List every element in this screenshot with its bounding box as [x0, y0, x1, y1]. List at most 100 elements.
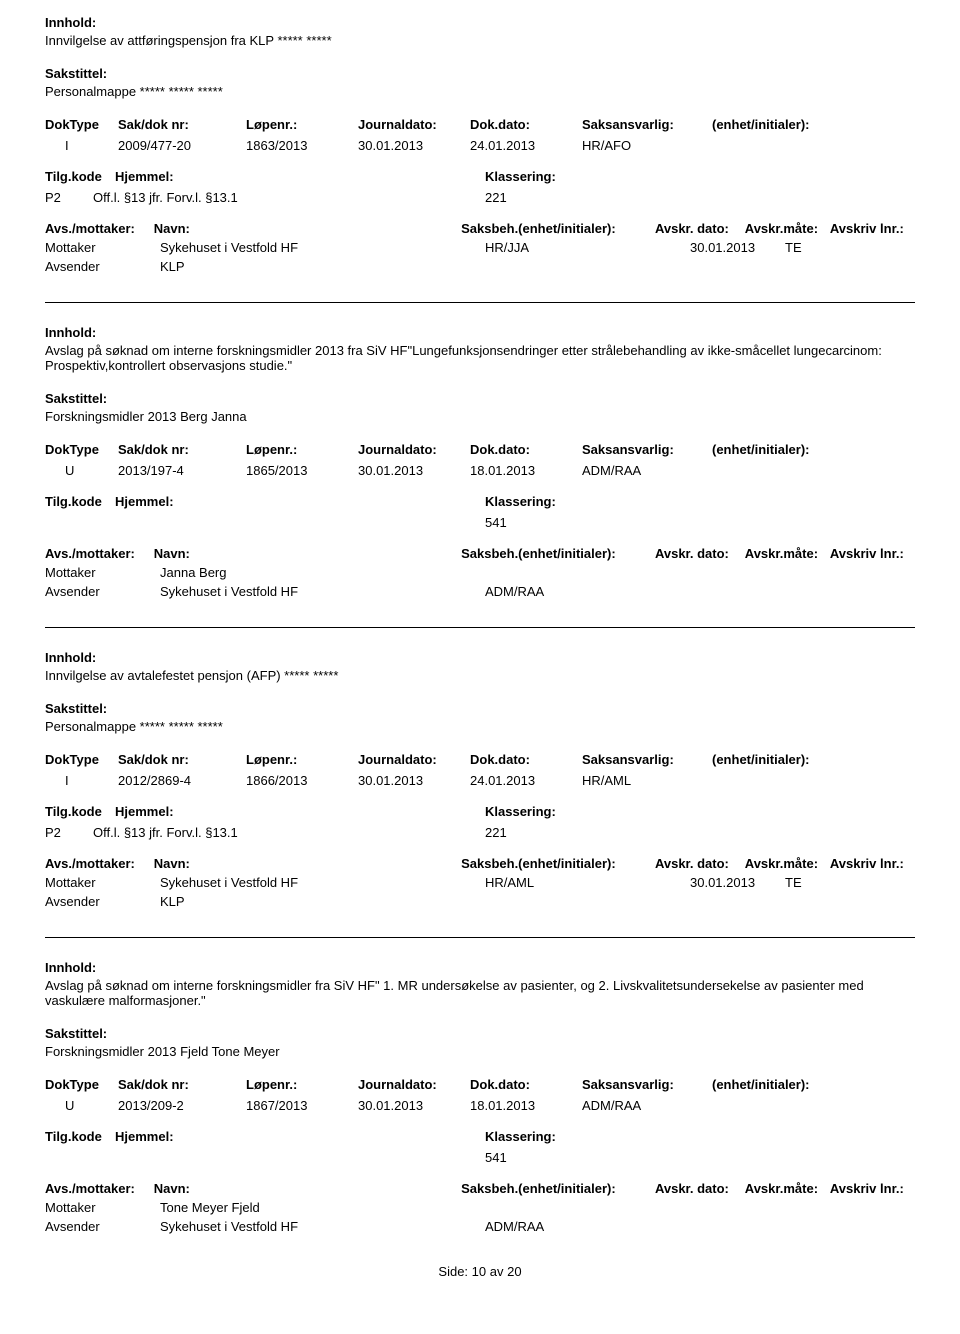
journaldato-header: Journaldato:: [358, 442, 470, 457]
party-row: Mottaker Janna Berg: [45, 565, 915, 580]
party-row: Mottaker Sykehuset i Vestfold HF HR/JJA …: [45, 240, 915, 255]
journaldato-header: Journaldato:: [358, 1077, 470, 1092]
navn-header: Navn:: [154, 1181, 461, 1196]
innhold-label: Innhold:: [45, 960, 915, 975]
party-saksbeh: [485, 1200, 625, 1215]
party-saksbeh: ADM/RAA: [485, 584, 625, 599]
saksansvarlig-value: ADM/RAA: [582, 1098, 712, 1113]
avskrlnr-header: Avskriv lnr.:: [830, 1181, 915, 1196]
tilgkode-header: Tilg.kode: [45, 494, 115, 509]
party-name: Janna Berg: [160, 565, 485, 580]
journaldato-value: 30.01.2013: [358, 1098, 470, 1113]
party-avskrmate: [785, 1200, 875, 1215]
saksbeh-header: Saksbeh.(enhet/initialer):: [461, 546, 655, 561]
doktype-value: I: [45, 773, 118, 788]
party-name: Tone Meyer Fjeld: [160, 1200, 485, 1215]
journaldato-value: 30.01.2013: [358, 463, 470, 478]
navn-header: Navn:: [154, 856, 461, 871]
avskrdato-header: Avskr. dato:: [655, 546, 745, 561]
meta-value-row: U 2013/209-2 1867/2013 30.01.2013 18.01.…: [45, 1098, 915, 1113]
innhold-text: Innvilgelse av attføringspensjon fra KLP…: [45, 33, 915, 48]
sakstittel-label: Sakstittel:: [45, 391, 915, 406]
saksbeh-header: Saksbeh.(enhet/initialer):: [461, 856, 655, 871]
avs-header-row: Avs./mottaker: Navn: Saksbeh.(enhet/init…: [45, 1181, 915, 1196]
lopenr-header: Løpenr.:: [246, 442, 358, 457]
sakstittel-label: Sakstittel:: [45, 1026, 915, 1041]
sakstittel-label: Sakstittel:: [45, 701, 915, 716]
tilg-header-row: Tilg.kode Hjemmel: Klassering:: [45, 494, 915, 509]
klassering-value: 221: [485, 190, 785, 205]
party-name: Sykehuset i Vestfold HF: [160, 584, 485, 599]
sakdok-header: Sak/dok nr:: [118, 1077, 246, 1092]
innhold-label: Innhold:: [45, 650, 915, 665]
avskrlnr-header: Avskriv lnr.:: [830, 221, 915, 236]
lopenr-header: Løpenr.:: [246, 752, 358, 767]
party-row: Avsender KLP: [45, 259, 915, 274]
tilg-header-row: Tilg.kode Hjemmel: Klassering:: [45, 1129, 915, 1144]
innhold-label: Innhold:: [45, 325, 915, 340]
saksansvarlig-header: Saksansvarlig:: [582, 1077, 712, 1092]
party-role: Mottaker: [45, 565, 160, 580]
dokdato-value: 18.01.2013: [470, 1098, 582, 1113]
klassering-header: Klassering:: [485, 494, 785, 509]
lopenr-value: 1865/2013: [246, 463, 358, 478]
party-name: Sykehuset i Vestfold HF: [160, 875, 485, 890]
party-avskrmate: [785, 584, 875, 599]
klassering-header: Klassering:: [485, 804, 785, 819]
lopenr-value: 1866/2013: [246, 773, 358, 788]
meta-value-row: I 2009/477-20 1863/2013 30.01.2013 24.01…: [45, 138, 915, 153]
saksansvarlig-value: HR/AML: [582, 773, 712, 788]
innhold-text: Innvilgelse av avtalefestet pensjon (AFP…: [45, 668, 915, 683]
party-avskrdato: [690, 894, 785, 909]
tilg-header-row: Tilg.kode Hjemmel: Klassering:: [45, 804, 915, 819]
party-name: KLP: [160, 259, 485, 274]
avs-header-row: Avs./mottaker: Navn: Saksbeh.(enhet/init…: [45, 856, 915, 871]
avsmottaker-header: Avs./mottaker:: [45, 1181, 154, 1196]
saksansvarlig-value: ADM/RAA: [582, 463, 712, 478]
party-row: Avsender Sykehuset i Vestfold HF ADM/RAA: [45, 1219, 915, 1234]
party-avskrdato: [690, 584, 785, 599]
tilg-value-row: P2 Off.l. §13 jfr. Forv.l. §13.1 221: [45, 825, 915, 840]
journaldato-value: 30.01.2013: [358, 773, 470, 788]
avskrdato-header: Avskr. dato:: [655, 221, 745, 236]
party-role: Avsender: [45, 584, 160, 599]
klassering-header: Klassering:: [485, 169, 785, 184]
meta-header-row: DokType Sak/dok nr: Løpenr.: Journaldato…: [45, 117, 915, 132]
tilgkode-header: Tilg.kode: [45, 1129, 115, 1144]
meta-header-row: DokType Sak/dok nr: Løpenr.: Journaldato…: [45, 752, 915, 767]
doktype-value: U: [45, 1098, 118, 1113]
dokdato-header: Dok.dato:: [470, 1077, 582, 1092]
sakstittel-label: Sakstittel:: [45, 66, 915, 81]
enhet-header: (enhet/initialer):: [712, 117, 872, 132]
tilg-value-row: P2 Off.l. §13 jfr. Forv.l. §13.1 221: [45, 190, 915, 205]
avskrdato-header: Avskr. dato:: [655, 856, 745, 871]
party-avskrdato: [690, 565, 785, 580]
klassering-value: 541: [485, 1150, 785, 1165]
party-row: Avsender KLP: [45, 894, 915, 909]
avsmottaker-header: Avs./mottaker:: [45, 221, 154, 236]
hjemmel-header: Hjemmel:: [115, 804, 485, 819]
party-role: Mottaker: [45, 240, 160, 255]
side-label: Side:: [438, 1264, 468, 1279]
tilgkode-value: P2: [45, 825, 93, 840]
avsmottaker-header: Avs./mottaker:: [45, 856, 154, 871]
lopenr-header: Løpenr.:: [246, 1077, 358, 1092]
enhet-header: (enhet/initialer):: [712, 1077, 872, 1092]
sakdok-header: Sak/dok nr:: [118, 117, 246, 132]
party-avskrdato: [690, 1219, 785, 1234]
dokdato-header: Dok.dato:: [470, 117, 582, 132]
meta-header-row: DokType Sak/dok nr: Løpenr.: Journaldato…: [45, 1077, 915, 1092]
sakstittel-text: Forskningsmidler 2013 Berg Janna: [45, 409, 915, 424]
party-saksbeh: [485, 894, 625, 909]
party-avskrdato: 30.01.2013: [690, 875, 785, 890]
journal-record: Innhold: Innvilgelse av attføringspensjo…: [45, 15, 915, 274]
hjemmel-value: Off.l. §13 jfr. Forv.l. §13.1: [93, 825, 485, 840]
party-avskrmate: [785, 894, 875, 909]
doktype-header: DokType: [45, 1077, 118, 1092]
klassering-header: Klassering:: [485, 1129, 785, 1144]
navn-header: Navn:: [154, 221, 461, 236]
record-divider: [45, 937, 915, 938]
page-total: 20: [507, 1264, 521, 1279]
party-avskrmate: [785, 1219, 875, 1234]
party-avskrdato: [690, 1200, 785, 1215]
